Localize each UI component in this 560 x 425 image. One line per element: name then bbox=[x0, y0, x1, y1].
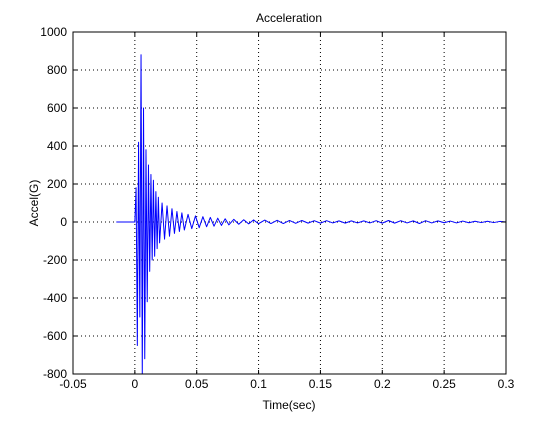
series-layer bbox=[116, 54, 507, 375]
x-tick-label: 0 bbox=[132, 377, 139, 391]
y-tick-label: -800 bbox=[43, 367, 67, 381]
x-tick-label: 0.25 bbox=[432, 377, 456, 391]
series-line-0 bbox=[116, 54, 507, 375]
y-tick-label: -600 bbox=[43, 329, 67, 343]
y-tick-label: 1000 bbox=[40, 25, 67, 39]
y-axis-label: Accel(G) bbox=[27, 180, 41, 227]
plot-frame bbox=[72, 31, 507, 375]
x-tick-label: 0.05 bbox=[185, 377, 209, 391]
x-tick-label: 0.15 bbox=[309, 377, 333, 391]
y-tick-label: -400 bbox=[43, 291, 67, 305]
x-axis-label: Time(sec) bbox=[263, 398, 316, 412]
tick-layer: -0.05 0 0.05 0.1 0.15 0.2 0.25 0.3 -800 -600 -400 -… bbox=[40, 25, 514, 391]
chart-title: Acceleration bbox=[256, 11, 322, 25]
x-tick-label: -0.05 bbox=[59, 377, 87, 391]
y-tick-label: 600 bbox=[47, 101, 67, 115]
y-tick-label: 0 bbox=[60, 215, 67, 229]
x-tick-label: 0.2 bbox=[374, 377, 391, 391]
y-tick-label: 200 bbox=[47, 177, 67, 191]
x-tick-label: 0.3 bbox=[498, 377, 515, 391]
x-tick-label: 0.1 bbox=[250, 377, 267, 391]
y-tick-label: -200 bbox=[43, 253, 67, 267]
y-tick-label: 800 bbox=[47, 63, 67, 77]
y-tick-label: 400 bbox=[47, 139, 67, 153]
